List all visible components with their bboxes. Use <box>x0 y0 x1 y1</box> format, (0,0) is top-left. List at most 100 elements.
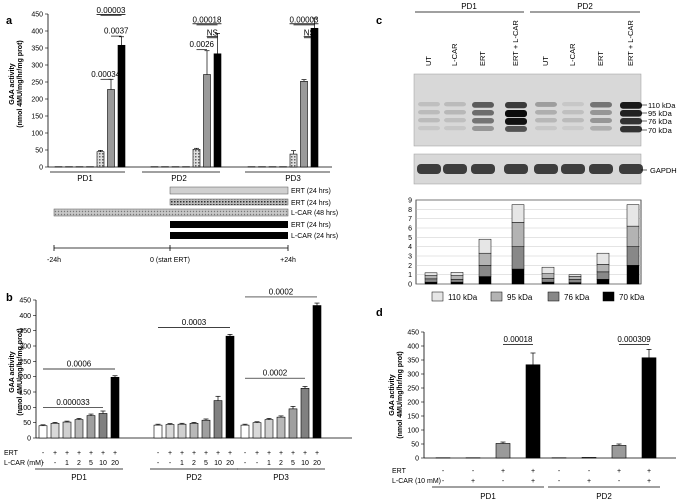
panel-b-bar <box>38 425 48 439</box>
timeline-bar-lcar-24 <box>170 232 288 239</box>
panel-a-bar <box>300 81 308 168</box>
panel-a-chart: 0 50 100 150 200 250 300 350 400 450 0.00034 0.0037… <box>31 6 332 172</box>
panel-b-treatment-rows: - - + - +1 +2 +5 +10 +20 PD1 - - + - +1 +2 +5 +10 +20 PD2 - -… <box>35 450 325 482</box>
panel-d-treatment-rows: ---++-++PD1---++-++PD2 <box>432 468 660 501</box>
panel-c-stacked-segment <box>541 266 555 274</box>
panel-a-bar <box>107 89 115 168</box>
blot-band <box>472 126 494 131</box>
blot-band <box>562 118 584 123</box>
panel-b-bar <box>312 305 322 439</box>
panel-c-y-tick-label: 4 <box>408 244 412 251</box>
panel-c-stacked-segment <box>596 264 610 273</box>
panel-b-ert-mark: + <box>168 450 172 457</box>
panel-b-ert-mark: + <box>267 450 271 457</box>
panel-b-lcar-mark: 1 <box>65 460 69 467</box>
panel-d-bar <box>525 364 541 459</box>
blot-band <box>535 118 557 123</box>
blot-band <box>472 110 494 116</box>
panel-a-y-tick-label: 350 <box>31 46 43 53</box>
panel-c-stacked-segment <box>626 246 640 266</box>
legend-swatch-110 <box>431 291 444 302</box>
panel-c-stacked-segment <box>626 204 640 227</box>
timeline-bar-ert <box>169 186 289 195</box>
panel-b-bar <box>252 422 262 439</box>
blot-band <box>590 126 612 131</box>
panel-d-p-value: 0.00018 <box>504 335 533 344</box>
panel-d-y-tick-label: 50 <box>411 442 419 449</box>
panel-a-p-value: NS <box>207 28 218 37</box>
panel-d-bar <box>641 357 657 459</box>
gapdh-blot: GAPDH <box>413 153 677 185</box>
panel-b-lcar-mark: 20 <box>313 460 321 467</box>
blot-band <box>444 118 466 123</box>
panel-a-p-value: 0.0026 <box>190 40 215 49</box>
panel-b: b GAA activity (nmol 4MU/mg/hr/mg prot) … <box>4 287 352 482</box>
panel-b-p-value: 0.0002 <box>269 287 294 296</box>
blot-band <box>418 126 440 131</box>
panel-c: c PD1 PD2 UT L-CAR ERT ERT + L-CAR UT L-CAR ER… <box>376 2 677 302</box>
panel-b-lcar-mark: - <box>244 460 247 467</box>
blot-band <box>505 102 527 109</box>
panel-b-lcar-mark: 2 <box>77 460 81 467</box>
panel-a-ylabel: GAA activity (nmol 4MU/mg/hr/mg prot) <box>9 40 24 128</box>
gapdh-label: GAPDH <box>650 166 677 175</box>
panel-b-y-tick-label: 50 <box>23 420 31 427</box>
blot-band <box>444 110 466 115</box>
panel-c-stacked-segment <box>424 278 438 283</box>
panel-d-y-tick-label: 350 <box>407 358 419 365</box>
panel-b-ert-mark: - <box>157 450 160 457</box>
blot-lane-label: UT <box>424 56 433 66</box>
timeline-tick-label: -24h <box>47 257 61 264</box>
panel-a-letter: a <box>6 15 13 27</box>
panel-b-lcar-mark: - <box>169 460 172 467</box>
panel-c-stacked-segment <box>511 222 525 247</box>
panel-a: a GAA activity (nmol 4MU/mg/hr/mg prot) … <box>6 6 338 264</box>
blot-band <box>535 126 557 131</box>
panel-d-ert-mark: + <box>647 468 651 475</box>
panel-b-y-tick-label: 450 <box>19 298 31 305</box>
panel-b-lcar-mark: 2 <box>192 460 196 467</box>
panel-b-group-label: PD2 <box>186 473 202 482</box>
panel-c-stacked-segment <box>568 279 582 283</box>
legend-label: 76 kDa <box>564 293 590 302</box>
panel-b-ert-mark: + <box>101 450 105 457</box>
blot-band <box>620 126 642 133</box>
panel-b-bar <box>300 388 310 439</box>
panel-d-letter: d <box>376 307 383 319</box>
blot-band <box>444 102 466 107</box>
panel-a-p-value: 0.00034 <box>91 70 120 79</box>
panel-b-ert-mark: + <box>180 450 184 457</box>
panel-a-p-value: 0.00003 <box>290 15 319 24</box>
panel-a-y-tick-label: 150 <box>31 114 43 121</box>
panel-c-stacked-segment <box>568 276 582 280</box>
panel-b-lcar-mark: 2 <box>279 460 283 467</box>
blot-band <box>505 118 527 125</box>
panel-b-lcar-mark: 20 <box>111 460 119 467</box>
panel-a-y-tick-label: 400 <box>31 29 43 36</box>
panel-b-lcar-mark: 10 <box>214 460 222 467</box>
panel-b-ert-mark: + <box>113 450 117 457</box>
panel-b-bar <box>288 408 298 439</box>
blot-band <box>562 110 584 115</box>
legend-swatch-76 <box>547 291 560 302</box>
blot-band <box>535 110 557 115</box>
blot-band <box>472 102 494 108</box>
panel-b-ert-mark: + <box>65 450 69 457</box>
gapdh-band <box>471 164 495 174</box>
panel-c-stacked-segment <box>596 271 610 280</box>
panel-d-group-label: PD1 <box>480 492 496 501</box>
panel-a-bar <box>96 151 105 168</box>
panel-c-stacked-segment <box>424 272 438 276</box>
panel-b-bar <box>98 413 108 439</box>
panel-d-ylabel-line1: GAA activity <box>389 374 396 415</box>
panel-d-y-tick-label: 400 <box>407 344 419 351</box>
panel-d-y-tick-label: 300 <box>407 372 419 379</box>
panel-b-lcar-mark: 20 <box>226 460 234 467</box>
blot-band <box>418 118 440 123</box>
gapdh-band <box>417 164 441 174</box>
panel-c-stacked-segment <box>478 265 492 277</box>
panel-a-bar <box>203 74 211 168</box>
panel-b-lcar-mark: 10 <box>301 460 309 467</box>
panel-c-y-tick-label: 9 <box>408 198 412 205</box>
panel-a-bar <box>117 44 126 168</box>
